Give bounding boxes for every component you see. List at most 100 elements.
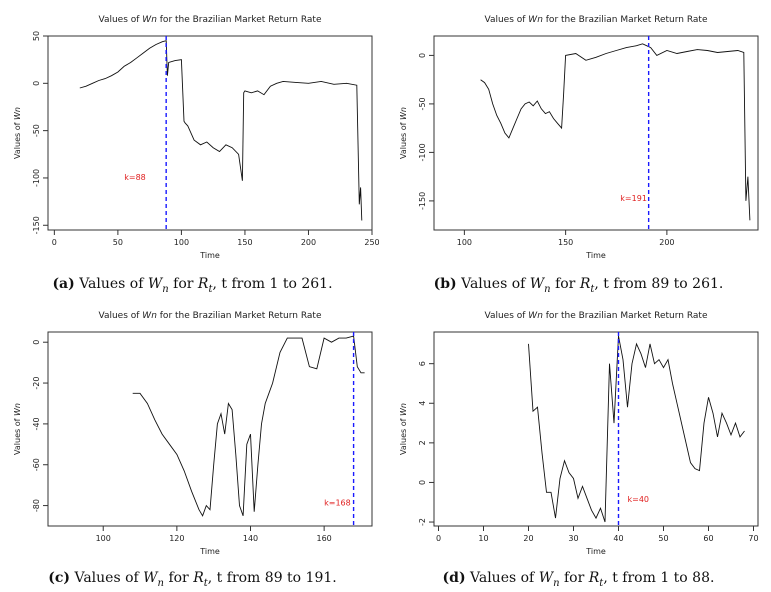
title-suffix: for the Brazilian Market Return Rate (543, 15, 708, 25)
plot-frame (433, 331, 759, 527)
caption-d: (d) Values of Wn for Rt, t from 1 to 88. (386, 570, 771, 589)
x-axis-label: Time (199, 251, 220, 260)
panel-d: Values of Wn for the Brazilian Market Re… (386, 296, 771, 592)
x-tick-label: 10 (478, 534, 488, 543)
caption-text-3: , t from 1 to 261. (212, 276, 333, 292)
y-axis-label: Values of Wn (399, 107, 408, 159)
caption-text-2: for (164, 570, 194, 586)
title-prefix: Values of (484, 311, 528, 321)
title-prefix: Values of (98, 15, 142, 25)
title-prefix: Values of (98, 311, 142, 321)
chart-title: Values of Wn for the Brazilian Market Re… (484, 311, 707, 321)
y-axis-label: Values of Wn (13, 403, 22, 455)
x-tick-label: 0 (52, 238, 57, 247)
y-tick-label: -40 (32, 417, 41, 430)
caption-text-1: Values of (465, 570, 539, 586)
caption-var2-main: R (588, 570, 600, 586)
y-axis-label: Values of Wn (399, 403, 408, 455)
y-tick-label: 0 (32, 340, 41, 345)
caption-label: (a) (52, 276, 75, 292)
caption-var2-sub: t (590, 283, 595, 295)
changepoint-annotation: k=168 (324, 499, 351, 508)
changepoint-annotation: k=88 (124, 173, 146, 182)
plot-frame (433, 35, 759, 231)
x-tick-label: 100 (174, 238, 189, 247)
plot-frame (47, 35, 373, 231)
caption-var-main: W (147, 276, 163, 292)
chart-title: Values of Wn for the Brazilian Market Re… (98, 311, 321, 321)
caption-var2-sub: t (203, 577, 208, 589)
title-suffix: for the Brazilian Market Return Rate (543, 311, 708, 321)
x-tick-label: 200 (301, 238, 316, 247)
y-tick-label: -150 (32, 216, 41, 234)
x-tick-label: 100 (457, 238, 472, 247)
changepoint-annotation: k=40 (628, 495, 650, 504)
y-tick-label: 0 (418, 480, 427, 485)
x-tick-label: 50 (113, 238, 123, 247)
caption-label: (b) (433, 276, 457, 292)
x-tick-label: 0 (436, 534, 441, 543)
x-tick-label: 120 (169, 534, 184, 543)
y-tick-label: -50 (32, 124, 41, 137)
caption-var-main: W (529, 276, 545, 292)
y-label-var: Wn (13, 107, 22, 120)
caption-text-3: , t from 89 to 261. (594, 276, 724, 292)
y-tick-label: 0 (32, 81, 41, 86)
x-axis-label: Time (585, 547, 606, 556)
y-label-prefix: Values of (13, 120, 22, 159)
chart-title: Values of Wn for the Brazilian Market Re… (98, 15, 321, 25)
y-label-var: Wn (399, 403, 408, 416)
x-tick-label: 100 (96, 534, 111, 543)
y-tick-label: -100 (418, 143, 427, 161)
x-tick-label: 40 (613, 534, 623, 543)
caption-var2-sub: t (208, 283, 213, 295)
title-var: Wn (528, 311, 543, 321)
x-axis-label: Time (585, 251, 606, 260)
y-tick-label: 0 (418, 53, 427, 58)
x-tick-label: 150 (237, 238, 252, 247)
y-label-prefix: Values of (399, 120, 408, 159)
chart-title: Values of Wn for the Brazilian Market Re… (484, 15, 707, 25)
x-tick-label: 250 (364, 238, 379, 247)
plot-frame (47, 331, 373, 527)
series-line (480, 43, 751, 221)
y-tick-label: -100 (32, 169, 41, 187)
caption-label: (d) (442, 570, 466, 586)
y-tick-label: -60 (32, 458, 41, 471)
caption-var2-sub: t (599, 577, 604, 589)
series-line (132, 335, 365, 517)
y-tick-label: 6 (418, 361, 427, 366)
caption-var2-main: R (579, 276, 591, 292)
x-tick-label: 150 (558, 238, 573, 247)
y-tick-label: -80 (32, 499, 41, 512)
caption-var-sub: n (157, 577, 164, 589)
x-axis-label: Time (199, 547, 220, 556)
title-suffix: for the Brazilian Market Return Rate (157, 311, 322, 321)
caption-text-2: for (559, 570, 589, 586)
y-tick-label: -20 (32, 377, 41, 390)
caption-var-main: W (538, 570, 554, 586)
x-tick-label: 140 (243, 534, 258, 543)
x-tick-label: 20 (523, 534, 533, 543)
chart-c: Values of Wn for the Brazilian Market Re… (13, 311, 373, 556)
caption-text-3: , t from 1 to 88. (603, 570, 715, 586)
caption-var2-main: R (197, 276, 209, 292)
x-tick-label: 60 (703, 534, 713, 543)
chart-d: Values of Wn for the Brazilian Market Re… (399, 311, 759, 556)
x-tick-label: 50 (658, 534, 668, 543)
title-var: Wn (142, 311, 157, 321)
x-tick-label: 30 (568, 534, 578, 543)
caption-label: (c) (48, 570, 71, 586)
y-tick-label: -2 (418, 518, 427, 526)
caption-var-sub: n (544, 283, 551, 295)
y-label-var: Wn (13, 403, 22, 416)
caption-text-2: for (550, 276, 580, 292)
x-tick-label: 200 (659, 238, 674, 247)
y-tick-label: 2 (418, 440, 427, 445)
caption-c: (c) Values of Wn for Rt, t from 89 to 19… (0, 570, 385, 589)
panel-a: Values of Wn for the Brazilian Market Re… (0, 0, 385, 296)
y-tick-label: 4 (418, 401, 427, 406)
y-label-prefix: Values of (399, 416, 408, 455)
caption-var-main: W (143, 570, 158, 586)
chart-a: Values of Wn for the Brazilian Market Re… (13, 15, 380, 260)
